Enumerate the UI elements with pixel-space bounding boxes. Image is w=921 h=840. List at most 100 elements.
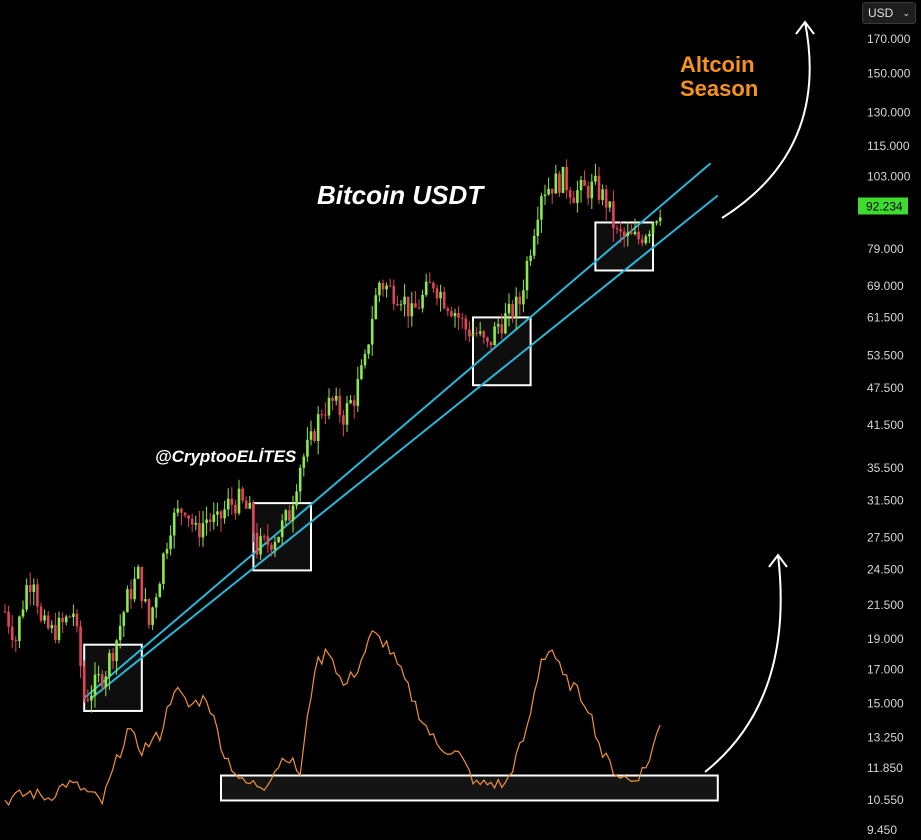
candle[interactable] xyxy=(230,486,234,515)
candle[interactable] xyxy=(21,600,25,619)
candle[interactable] xyxy=(226,488,230,517)
candle[interactable] xyxy=(554,164,558,194)
candle[interactable] xyxy=(417,299,421,310)
candle[interactable] xyxy=(327,388,331,420)
candle[interactable] xyxy=(439,284,442,312)
candle[interactable] xyxy=(72,604,75,627)
candle[interactable] xyxy=(594,163,597,185)
candle[interactable] xyxy=(529,249,532,267)
candle[interactable] xyxy=(352,395,356,419)
candle[interactable] xyxy=(432,281,435,293)
candle[interactable] xyxy=(291,495,295,533)
candle[interactable] xyxy=(108,649,111,690)
candle[interactable] xyxy=(234,499,237,520)
candle[interactable] xyxy=(248,495,252,510)
candle[interactable] xyxy=(18,615,21,648)
candle[interactable] xyxy=(561,166,565,194)
candle[interactable] xyxy=(486,336,489,348)
candle[interactable] xyxy=(39,602,43,623)
candle[interactable] xyxy=(320,409,324,420)
candle[interactable] xyxy=(414,291,417,308)
candle[interactable] xyxy=(385,282,388,298)
candle[interactable] xyxy=(586,181,590,206)
candle[interactable] xyxy=(572,190,576,204)
candle[interactable] xyxy=(424,273,428,297)
candle[interactable] xyxy=(180,507,183,526)
candle[interactable] xyxy=(64,614,68,626)
candle[interactable] xyxy=(500,313,504,340)
candle[interactable] xyxy=(334,387,338,406)
candle[interactable] xyxy=(43,609,46,624)
candle[interactable] xyxy=(183,511,187,518)
candle[interactable] xyxy=(223,500,226,524)
candle[interactable] xyxy=(129,579,133,609)
candle[interactable] xyxy=(61,612,64,633)
candle[interactable] xyxy=(504,302,507,335)
candle[interactable] xyxy=(172,508,176,549)
candle[interactable] xyxy=(187,514,190,528)
candle[interactable] xyxy=(615,225,619,234)
candle[interactable] xyxy=(392,279,396,311)
candle[interactable] xyxy=(453,308,457,328)
candle[interactable] xyxy=(90,685,93,713)
candle[interactable] xyxy=(626,221,630,247)
candle[interactable] xyxy=(68,615,72,618)
candle[interactable] xyxy=(7,605,10,634)
candle[interactable] xyxy=(471,321,475,338)
candle[interactable] xyxy=(50,620,54,634)
candle[interactable] xyxy=(608,201,612,212)
candle[interactable] xyxy=(259,528,262,560)
candle[interactable] xyxy=(381,279,385,297)
candle[interactable] xyxy=(324,402,327,425)
candle[interactable] xyxy=(194,515,198,531)
candle[interactable] xyxy=(93,662,97,708)
candle[interactable] xyxy=(475,327,478,337)
price-axis[interactable]: 170.000 150.000 130.000 115.000 103.000 92.23… xyxy=(858,32,911,837)
candle[interactable] xyxy=(309,420,313,446)
candle[interactable] xyxy=(115,639,118,675)
candle[interactable] xyxy=(658,209,662,226)
candle[interactable] xyxy=(302,453,306,477)
candle[interactable] xyxy=(633,218,637,236)
candle[interactable] xyxy=(57,611,61,644)
candle[interactable] xyxy=(3,603,7,614)
candle[interactable] xyxy=(75,609,79,633)
candle[interactable] xyxy=(241,486,244,504)
candle[interactable] xyxy=(349,394,352,405)
candle[interactable] xyxy=(583,170,586,187)
candle[interactable] xyxy=(190,513,194,533)
candle[interactable] xyxy=(313,428,316,443)
candle[interactable] xyxy=(82,660,86,703)
candle[interactable] xyxy=(205,506,208,536)
candle[interactable] xyxy=(169,525,172,556)
candle[interactable] xyxy=(154,593,158,619)
candle[interactable] xyxy=(511,299,514,323)
candle[interactable] xyxy=(122,610,126,637)
candle[interactable] xyxy=(14,636,18,652)
candle[interactable] xyxy=(536,206,540,245)
candle[interactable] xyxy=(367,343,370,359)
candle[interactable] xyxy=(518,291,522,316)
candle[interactable] xyxy=(284,508,288,527)
candle[interactable] xyxy=(457,305,460,331)
candle[interactable] xyxy=(655,220,658,226)
candle[interactable] xyxy=(212,502,216,530)
candle[interactable] xyxy=(482,329,486,344)
candle[interactable] xyxy=(104,671,108,697)
candle[interactable] xyxy=(601,184,604,206)
candle[interactable] xyxy=(468,321,471,343)
candle[interactable] xyxy=(406,296,410,329)
candle[interactable] xyxy=(133,567,136,603)
candle[interactable] xyxy=(97,665,100,683)
candle[interactable] xyxy=(147,598,151,629)
candle[interactable] xyxy=(640,234,644,247)
candle[interactable] xyxy=(579,175,583,203)
candle[interactable] xyxy=(388,278,392,288)
candle[interactable] xyxy=(32,578,36,606)
candle[interactable] xyxy=(637,225,640,245)
candle[interactable] xyxy=(403,283,406,317)
candle[interactable] xyxy=(306,427,309,462)
candle[interactable] xyxy=(590,173,594,209)
candle[interactable] xyxy=(363,349,367,369)
